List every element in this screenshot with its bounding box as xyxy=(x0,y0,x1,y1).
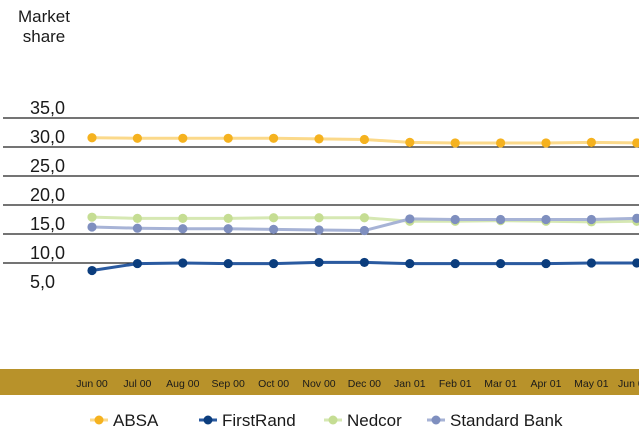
x-tick-label: Nov 00 xyxy=(302,378,335,390)
data-point xyxy=(223,133,233,143)
data-point xyxy=(496,258,506,269)
data-point xyxy=(541,138,551,148)
legend-item: Standard Bank xyxy=(427,411,563,430)
x-axis-band xyxy=(0,369,639,395)
y-tick-label: 10,0 xyxy=(30,243,65,263)
data-point xyxy=(132,133,142,143)
data-point xyxy=(450,214,460,225)
data-point xyxy=(223,213,233,223)
data-point xyxy=(359,213,369,223)
legend-marker xyxy=(328,415,338,425)
data-point xyxy=(405,258,415,269)
legend-label: ABSA xyxy=(113,411,159,430)
data-point xyxy=(496,214,506,225)
data-point xyxy=(541,258,551,269)
data-point xyxy=(178,224,188,234)
x-tick-label: Jun 01 xyxy=(618,378,639,390)
data-point xyxy=(541,214,551,225)
y-tick-label: 30,0 xyxy=(30,127,65,147)
data-point xyxy=(269,258,279,269)
data-point xyxy=(586,258,597,268)
data-point xyxy=(405,214,415,224)
legend-marker xyxy=(431,415,441,425)
legend-label: Standard Bank xyxy=(450,411,563,430)
data-point xyxy=(632,258,639,268)
data-point xyxy=(87,212,97,222)
data-point xyxy=(178,213,188,223)
data-point xyxy=(405,137,415,147)
data-point xyxy=(450,138,460,148)
data-point xyxy=(132,223,142,233)
legend-label: Nedcor xyxy=(347,411,402,430)
y-axis-title-line: share xyxy=(23,27,66,46)
data-point xyxy=(178,258,188,268)
data-point xyxy=(132,213,142,223)
legend-item: Nedcor xyxy=(324,411,402,430)
x-tick-label: Oct 00 xyxy=(258,378,289,390)
data-point xyxy=(132,258,142,269)
data-point xyxy=(269,133,279,143)
data-point xyxy=(269,213,279,223)
y-tick-label: 35,0 xyxy=(30,98,65,118)
x-tick-label: Feb 01 xyxy=(439,378,472,390)
data-point xyxy=(359,225,369,236)
x-tick-label: Dec 00 xyxy=(348,378,381,390)
x-tick-label: Jul 00 xyxy=(123,378,151,390)
legend-item: ABSA xyxy=(90,411,159,430)
series-standard-bank xyxy=(87,213,639,236)
x-tick-label: Sep 00 xyxy=(212,378,245,390)
x-tick-label: May 01 xyxy=(574,378,609,390)
data-point xyxy=(586,214,597,225)
data-point xyxy=(223,224,233,234)
data-point xyxy=(87,133,97,143)
data-point xyxy=(586,137,597,147)
x-tick-labels: Jun 00 Jul 00 Aug 00 Sep 00 Oct 00 Nov 00 Dec … xyxy=(76,378,639,390)
y-axis-title-line: Market xyxy=(18,7,70,26)
y-tick-labels: 35,0 30,0 25,0 20,0 15,0 10,0 5,0 xyxy=(30,98,65,292)
data-point xyxy=(632,138,639,148)
data-point xyxy=(450,258,460,269)
data-point xyxy=(269,224,279,234)
legend-marker xyxy=(94,415,104,425)
legend-label: FirstRand xyxy=(222,411,296,430)
legend: ABSA FirstRand Nedcor Standard Bank xyxy=(90,411,563,430)
data-point xyxy=(359,257,369,268)
y-tick-label: 25,0 xyxy=(30,156,65,176)
data-point xyxy=(178,133,188,143)
series-absa xyxy=(87,133,639,148)
x-tick-label: Jun 00 xyxy=(76,378,108,390)
data-point xyxy=(359,134,369,145)
legend-marker xyxy=(203,415,213,425)
y-tick-label: 5,0 xyxy=(30,272,55,292)
data-point xyxy=(632,213,639,223)
x-tick-label: Apr 01 xyxy=(531,378,562,390)
data-point xyxy=(314,134,324,144)
x-tick-label: Aug 00 xyxy=(166,378,199,390)
data-point xyxy=(496,138,506,148)
y-tick-label: 20,0 xyxy=(30,185,65,205)
data-point xyxy=(87,265,97,276)
data-point xyxy=(87,222,97,232)
x-tick-label: Mar 01 xyxy=(484,378,517,390)
x-tick-label: Jan 01 xyxy=(394,378,426,390)
y-tick-label: 15,0 xyxy=(30,214,65,234)
series-group xyxy=(87,133,639,276)
series-firstrand xyxy=(87,257,639,276)
data-point xyxy=(223,258,233,269)
data-point xyxy=(314,225,324,235)
data-point xyxy=(314,257,324,268)
legend-item: FirstRand xyxy=(199,411,296,430)
data-point xyxy=(314,213,324,223)
